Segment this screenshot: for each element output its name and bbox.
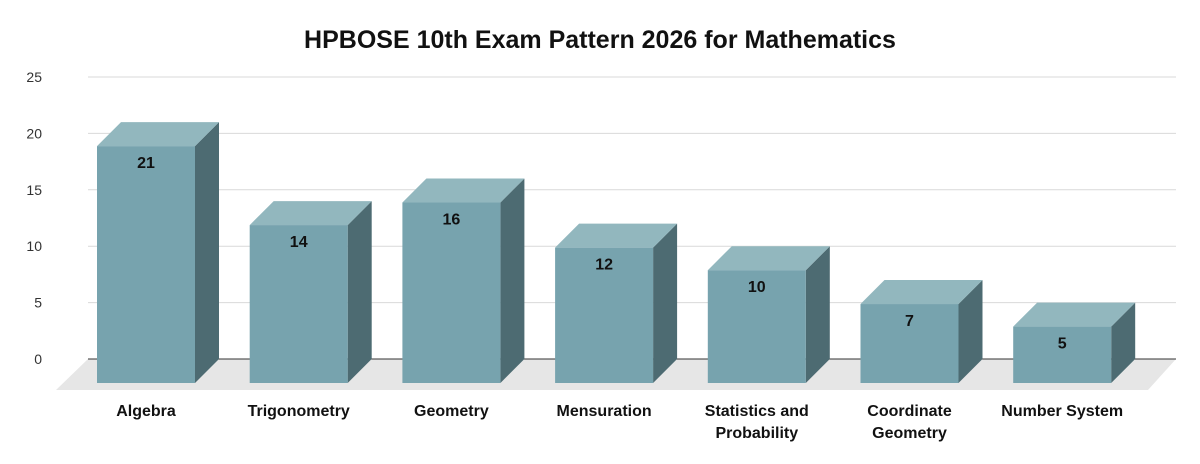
data-label: 5 xyxy=(1058,336,1067,353)
bar xyxy=(97,122,219,384)
x-tick-label: Trigonometry xyxy=(248,403,350,420)
bar-side xyxy=(958,280,983,383)
data-label: 12 xyxy=(595,257,613,274)
bar xyxy=(707,246,830,383)
bar-top xyxy=(707,246,830,271)
data-labels: 21 14 16 12 10 7 5 xyxy=(137,155,1067,352)
bar-top xyxy=(97,122,219,147)
bar-side xyxy=(500,178,525,383)
bar-top xyxy=(1013,302,1136,327)
bar xyxy=(860,280,983,383)
bar xyxy=(555,223,678,383)
bar xyxy=(402,178,525,383)
data-label: 16 xyxy=(443,212,461,229)
bar xyxy=(249,201,372,383)
y-tick-label: 5 xyxy=(34,295,42,311)
x-tick-label: Mensuration xyxy=(557,403,652,420)
bar-front xyxy=(249,225,348,383)
bar-side xyxy=(195,122,219,384)
x-tick-label: Coordinate Geometry xyxy=(867,403,952,442)
bar-front xyxy=(1013,326,1112,383)
y-tick-label: 20 xyxy=(26,125,42,141)
y-tick-label: 0 xyxy=(34,351,42,367)
bar-front xyxy=(860,304,959,383)
category-labels: Algebra Trigonometry Geometry Mensuration St… xyxy=(116,403,1123,442)
bar-top xyxy=(860,280,983,305)
bar-front xyxy=(97,146,195,383)
bar-side xyxy=(1111,302,1136,383)
x-tick-label: Number System xyxy=(1001,403,1123,420)
bar-side xyxy=(805,246,830,383)
bars xyxy=(97,122,1136,384)
bar-top xyxy=(555,223,678,248)
chart-title: HPBOSE 10th Exam Pattern 2026 for Mathem… xyxy=(304,26,896,54)
bar-side xyxy=(347,201,372,383)
x-tick-label: Geometry xyxy=(414,403,489,420)
data-label: 21 xyxy=(137,155,155,172)
y-tick-label: 10 xyxy=(26,238,42,254)
data-label: 10 xyxy=(748,279,766,296)
y-tick-label: 25 xyxy=(26,69,42,85)
x-tick-label: Algebra xyxy=(116,403,176,420)
x-tick-label: Statistics and Probability xyxy=(705,403,809,442)
bar-front xyxy=(402,202,501,383)
bar-top xyxy=(402,178,525,203)
bar xyxy=(1013,302,1136,383)
y-tick-label: 15 xyxy=(26,182,42,198)
bar-front xyxy=(707,270,806,383)
bar-top xyxy=(249,201,372,226)
data-label: 14 xyxy=(290,234,308,251)
bar-front xyxy=(555,247,654,383)
data-label: 7 xyxy=(905,313,914,330)
bar-side xyxy=(653,223,678,383)
y-axis-ticks: 0 5 10 15 20 25 xyxy=(26,69,42,367)
